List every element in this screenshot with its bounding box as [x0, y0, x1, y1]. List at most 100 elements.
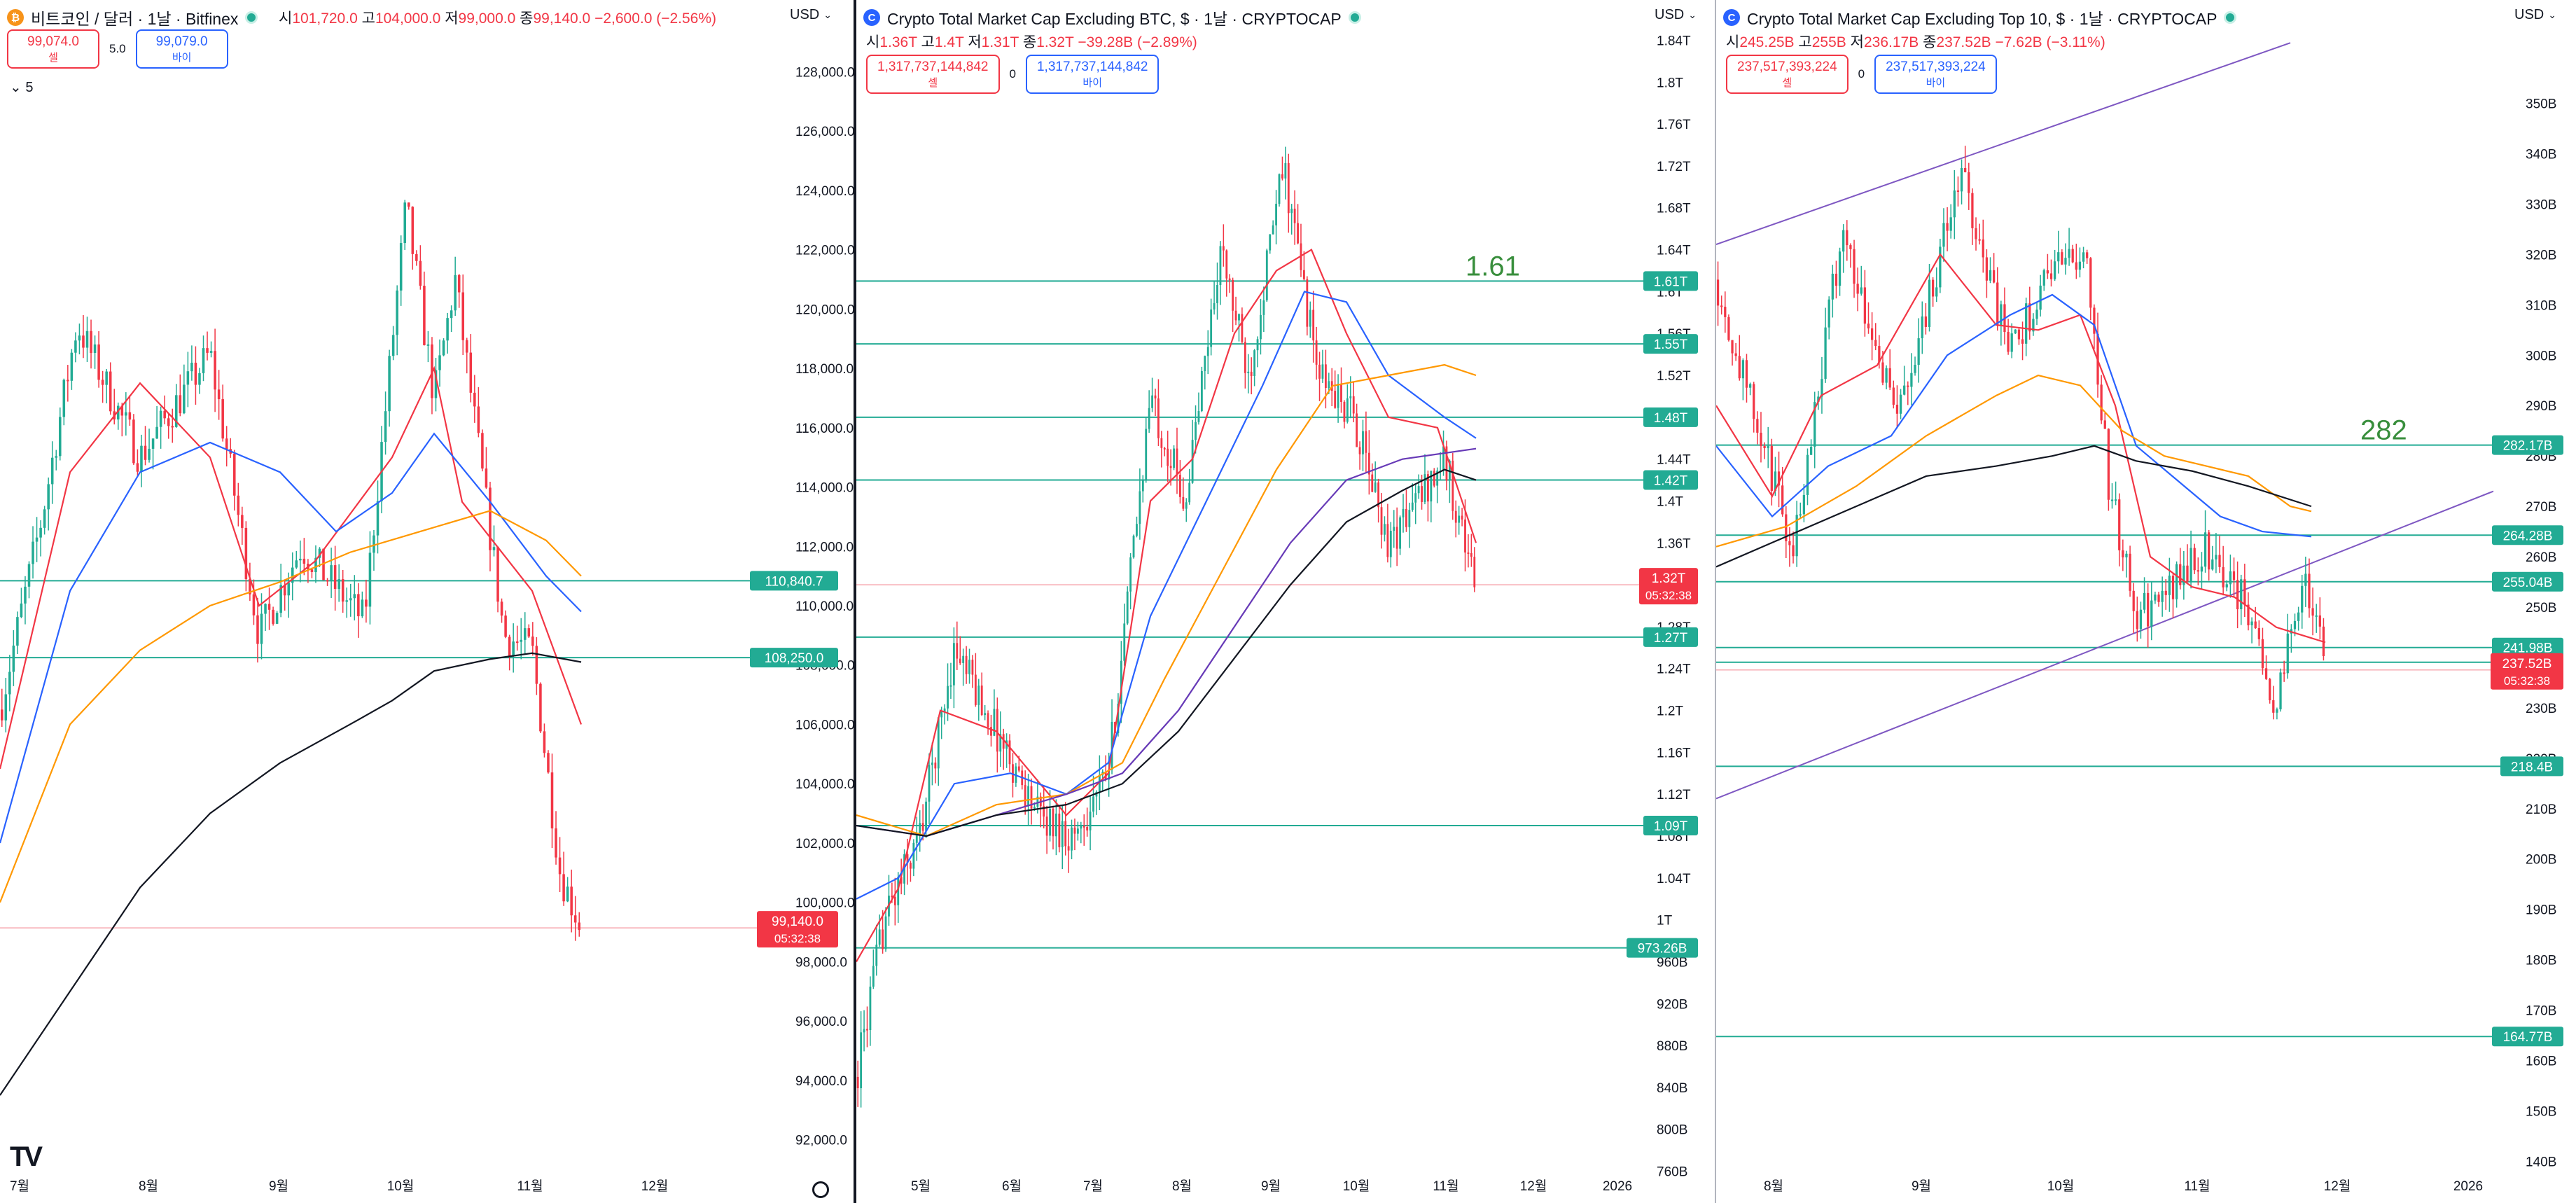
- y-axis-tick-label: 98,000.0: [795, 955, 847, 970]
- symbol-title[interactable]: Crypto Total Market Cap Excluding Top 10…: [1747, 10, 2218, 28]
- candle-body: [1017, 766, 1020, 771]
- candle-body: [1365, 431, 1367, 453]
- candle-body: [1256, 339, 1259, 351]
- price-level-badge-text: 264.28B: [2503, 529, 2553, 543]
- btc-chart-canvas[interactable]: 128,000.0 126,000.0 124,000.0 122,000.0 120,…: [0, 0, 854, 1203]
- panel-divider[interactable]: [1715, 0, 1716, 1203]
- buy-button[interactable]: 99,079.0 바이: [135, 29, 228, 69]
- close-value: 1.32T: [1036, 34, 1074, 50]
- sell-button[interactable]: 99,074.0 셀: [7, 29, 99, 69]
- candle-body: [527, 628, 531, 637]
- candle-body: [1173, 448, 1175, 468]
- gear-icon[interactable]: [812, 1181, 829, 1198]
- candle-body: [97, 344, 100, 380]
- y-axis-tick-label: 1.4T: [1657, 494, 1683, 509]
- candle-body: [0, 709, 4, 721]
- y-axis-tick-label: 170B: [2526, 1004, 2556, 1019]
- others-symbol-header[interactable]: C Crypto Total Market Cap Excluding Top …: [1723, 6, 2237, 29]
- x-axis-tick-label: 2026: [2453, 1179, 2483, 1194]
- candle-body: [1244, 342, 1246, 373]
- candle-body: [2247, 604, 2250, 626]
- y-axis-tick-label: 330B: [2526, 197, 2556, 212]
- moving-average-line: [0, 652, 582, 1096]
- last-price-text: 99,140.0: [772, 915, 823, 929]
- candle-body: [1067, 846, 1070, 851]
- candle-body: [956, 643, 959, 659]
- candle-body: [1827, 299, 1830, 328]
- sell-button[interactable]: 237,517,393,224 셀: [1726, 55, 1849, 94]
- candle-body: [90, 331, 92, 354]
- close-label: 종: [520, 11, 534, 27]
- chevron-down-icon: ⌄: [1688, 9, 1697, 20]
- candle-body: [523, 628, 527, 640]
- candle-body: [1760, 432, 1762, 446]
- currency-selector[interactable]: USD ⌄: [790, 7, 832, 23]
- indicator-collapse-toggle[interactable]: ⌄ 5: [10, 78, 33, 96]
- candle-body: [1315, 340, 1318, 365]
- currency-label: USD: [2514, 7, 2544, 22]
- btc-chart-panel[interactable]: 128,000.0 126,000.0 124,000.0 122,000.0 120,…: [0, 0, 854, 1203]
- candle-body: [2208, 532, 2211, 570]
- candle-body: [1241, 314, 1244, 342]
- tradingview-logo-icon[interactable]: TV: [10, 1141, 43, 1172]
- buy-button[interactable]: 1,317,737,144,842 바이: [1025, 55, 1160, 94]
- candle-body: [1120, 660, 1122, 704]
- x-axis-tick-label: 8월: [139, 1178, 158, 1194]
- market-status-icon: [2224, 11, 2237, 24]
- candle-body: [2100, 384, 2103, 421]
- candle-body: [990, 727, 992, 736]
- trade-buttons: 237,517,393,224 셀 0 237,517,393,224 바이: [1726, 55, 1997, 94]
- candle-body: [875, 945, 878, 966]
- x-axis-tick-label: 2026: [1603, 1179, 1632, 1194]
- x-axis-tick-label: 6월: [1002, 1178, 1022, 1194]
- candle-body: [1813, 402, 1816, 447]
- y-axis-tick-label: 122,000.0: [795, 244, 854, 258]
- btc-symbol-header[interactable]: ₿ 비트코인 / 달러 · 1날 · Bitfinex: [7, 6, 258, 29]
- open-label: 시: [1726, 34, 1740, 50]
- total2-symbol-header[interactable]: C Crypto Total Market Cap Excluding BTC,…: [863, 6, 1361, 29]
- candle-body: [1458, 515, 1461, 523]
- candle-body: [159, 410, 162, 427]
- candle-body: [1892, 387, 1895, 405]
- candle-body: [1408, 510, 1411, 527]
- candle-body: [1108, 770, 1111, 780]
- currency-selector[interactable]: USD ⌄: [1655, 7, 1697, 23]
- chevron-down-icon: ⌄: [2548, 9, 2556, 20]
- total2-chart-panel[interactable]: 1.84T1.8T1.76T1.72T1.68T1.64T1.6T1.56T1.…: [856, 0, 1715, 1203]
- candle-body: [283, 585, 286, 596]
- candle-body: [2182, 565, 2185, 585]
- x-axis-tick-label: 5월: [911, 1178, 931, 1194]
- y-axis-tick-label: 1.68T: [1657, 202, 1691, 216]
- currency-selector[interactable]: USD ⌄: [2514, 7, 2556, 23]
- candle-body: [391, 335, 395, 356]
- candle-body: [1774, 471, 1777, 491]
- candle-body: [1356, 413, 1358, 447]
- price-level-badge-text: 1.61T: [1654, 274, 1688, 289]
- x-axis-tick-label: 7월: [10, 1178, 29, 1194]
- candle-body: [2168, 576, 2171, 595]
- candle-body: [1942, 223, 1945, 247]
- y-axis-tick-label: 120,000.0: [795, 303, 854, 317]
- candle-body: [1129, 557, 1132, 592]
- moving-average-line: [1716, 374, 2312, 548]
- candle-body: [2007, 332, 2010, 352]
- y-axis-tick-label: 1.64T: [1657, 244, 1691, 258]
- candle-body: [267, 604, 271, 610]
- candle-body: [993, 709, 996, 736]
- panel-divider[interactable]: [854, 0, 856, 1203]
- sell-button[interactable]: 1,317,737,144,842 셀: [866, 55, 1000, 94]
- candle-body: [291, 567, 294, 583]
- total2-chart-canvas[interactable]: 1.84T1.8T1.76T1.72T1.68T1.64T1.6T1.56T1.…: [856, 0, 1715, 1203]
- candle-body: [1337, 384, 1339, 408]
- candle-body: [93, 344, 97, 354]
- symbol-title[interactable]: 비트코인 / 달러 · 1날 · Bitfinex: [31, 10, 239, 28]
- candle-body: [426, 344, 430, 346]
- candle-body: [1225, 250, 1228, 279]
- ohlc-legend: 시245.25B 고255B 저236.17B 종237.52B −7.62B …: [1726, 31, 2105, 52]
- buy-label: 바이: [1082, 76, 1103, 89]
- symbol-title[interactable]: Crypto Total Market Cap Excluding BTC, $…: [887, 10, 1342, 28]
- candle-body: [947, 686, 949, 709]
- buy-button[interactable]: 237,517,393,224 바이: [1874, 55, 1997, 94]
- others-chart-canvas[interactable]: 350B340B330B320B310B300B290B280B270B260B…: [1716, 0, 2576, 1203]
- others-chart-panel[interactable]: 350B 340B 330B 320B 310B 300B 290B 280B 270B 260B…: [1716, 0, 2576, 1203]
